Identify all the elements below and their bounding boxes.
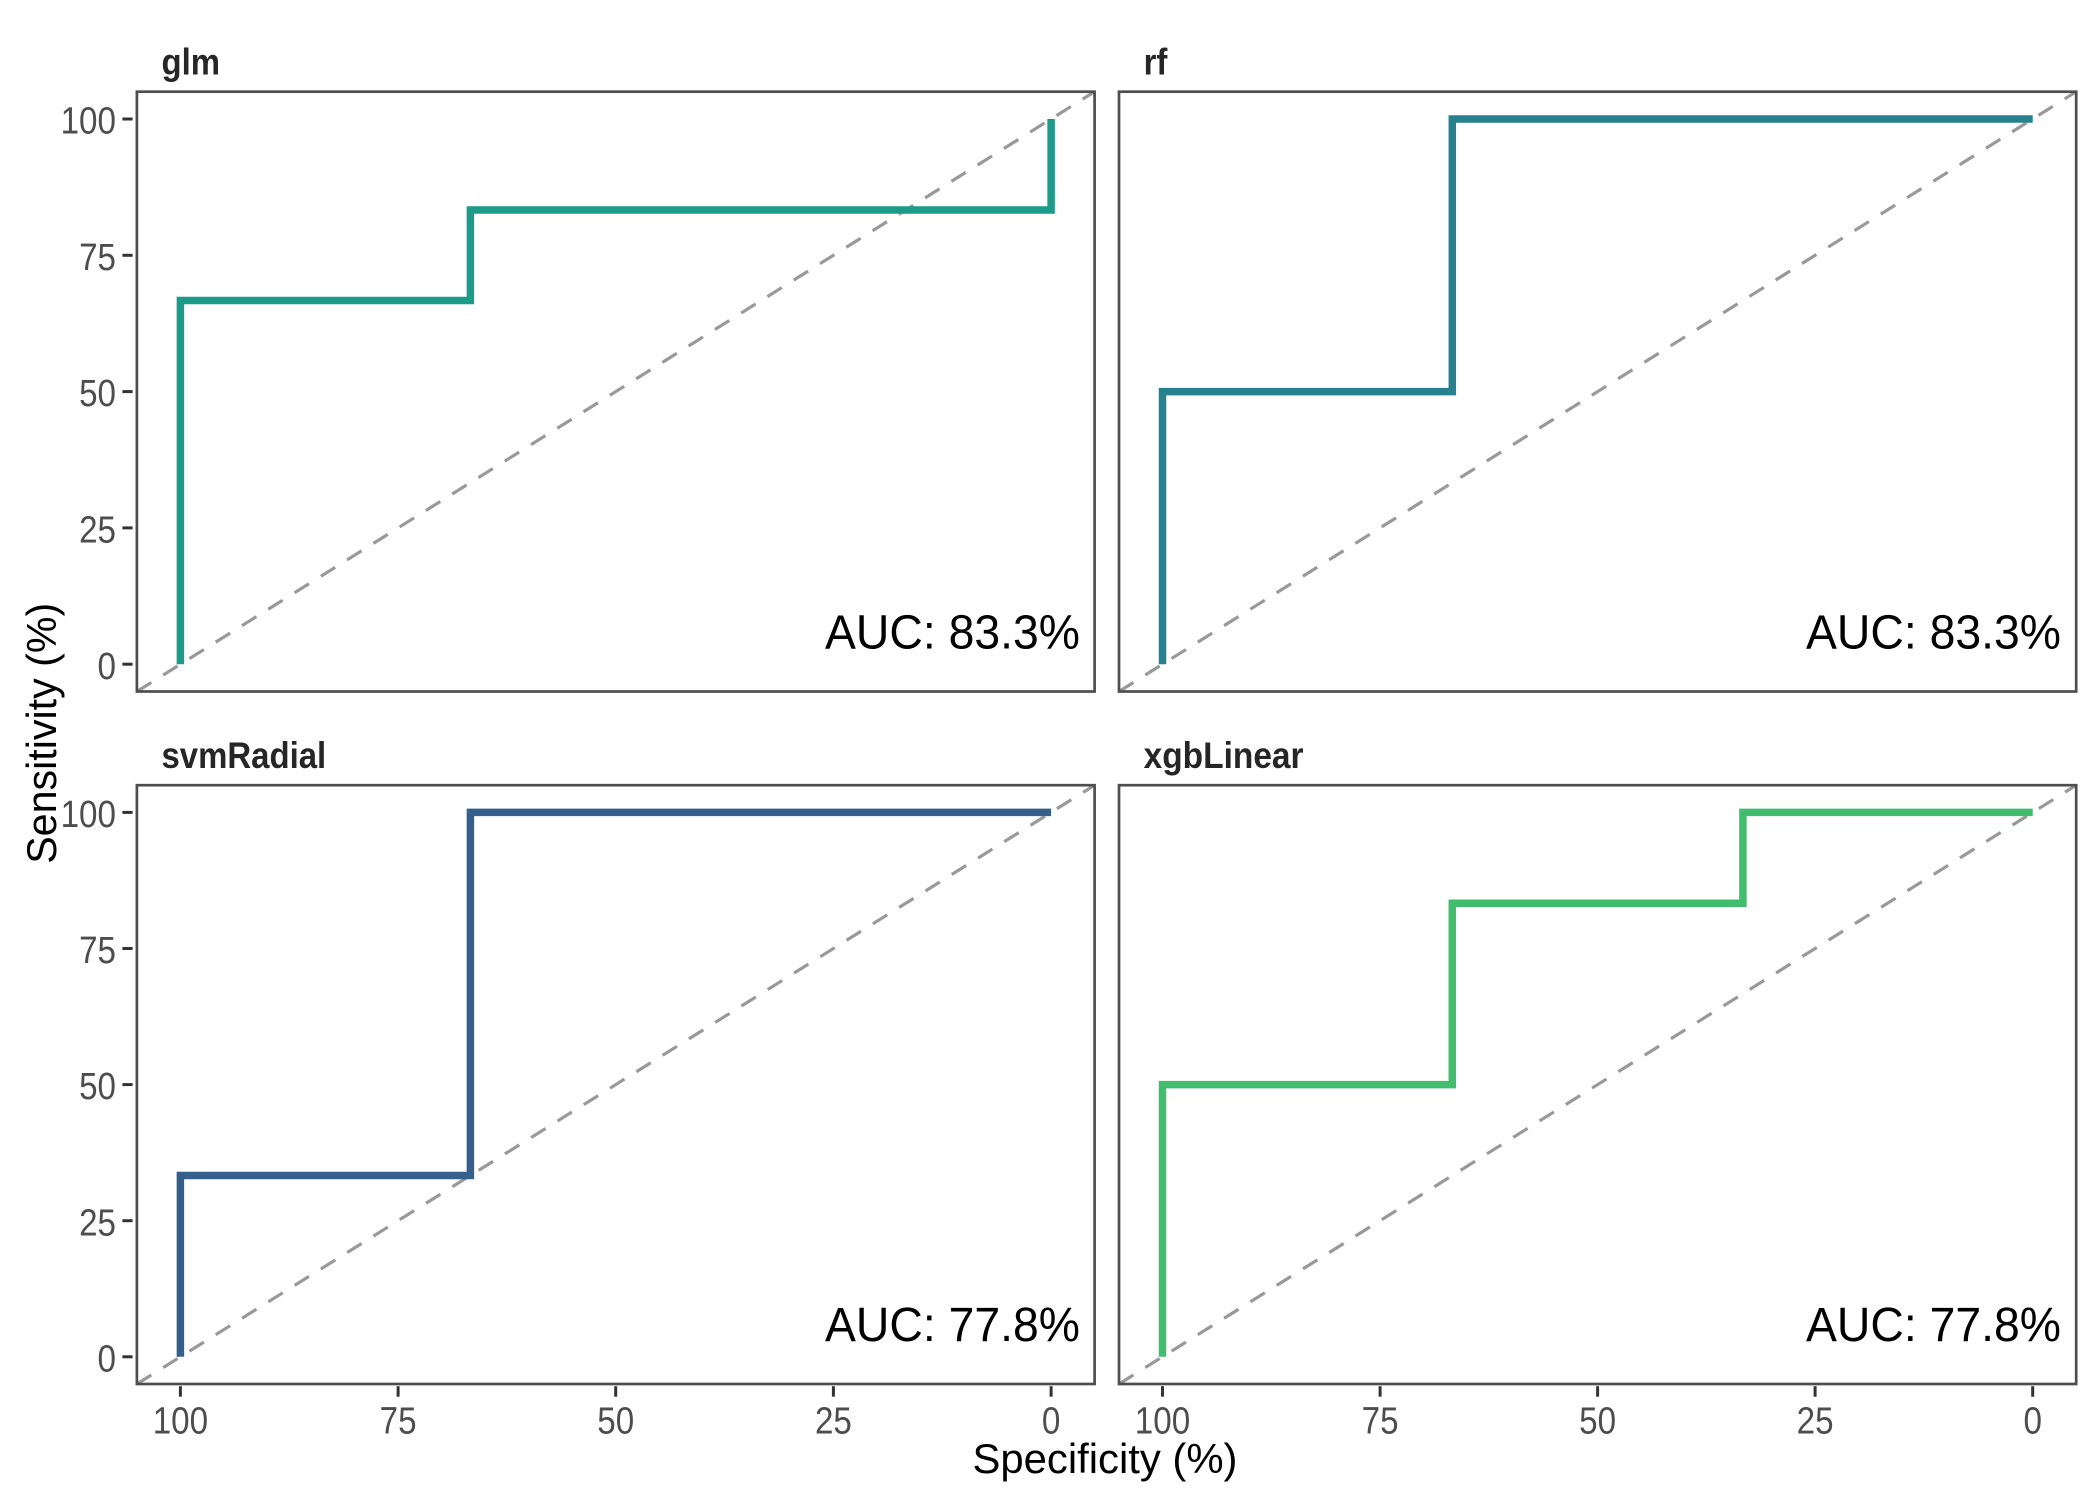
svg-text:100: 100 (61, 794, 116, 836)
svg-text:75: 75 (1362, 1401, 1399, 1443)
svg-text:0: 0 (2023, 1401, 2042, 1443)
svg-text:Sensitivity (%): Sensitivity (%) (18, 603, 65, 864)
svg-text:0: 0 (98, 1338, 117, 1380)
svg-text:rf: rf (1144, 42, 1168, 83)
svg-text:glm: glm (162, 42, 221, 83)
svg-text:AUC: 77.8%: AUC: 77.8% (1806, 1299, 2061, 1352)
svg-text:100: 100 (1135, 1401, 1190, 1443)
svg-text:100: 100 (61, 101, 116, 143)
svg-text:75: 75 (380, 1401, 417, 1443)
svg-text:AUC: 83.3%: AUC: 83.3% (1806, 607, 2061, 660)
svg-text:25: 25 (79, 1202, 116, 1244)
svg-text:Specificity (%): Specificity (%) (973, 1435, 1238, 1482)
svg-text:AUC: 83.3%: AUC: 83.3% (825, 607, 1080, 660)
svg-text:0: 0 (1042, 1401, 1061, 1443)
svg-text:25: 25 (1797, 1401, 1834, 1443)
svg-text:svmRadial: svmRadial (162, 735, 327, 776)
svg-text:AUC: 77.8%: AUC: 77.8% (825, 1299, 1080, 1352)
svg-text:75: 75 (79, 930, 116, 972)
svg-text:50: 50 (597, 1401, 634, 1443)
svg-text:100: 100 (153, 1401, 208, 1443)
svg-text:0: 0 (98, 646, 117, 688)
svg-text:50: 50 (79, 1066, 116, 1108)
svg-text:25: 25 (79, 510, 116, 552)
svg-text:xgbLinear: xgbLinear (1144, 735, 1304, 776)
svg-text:75: 75 (79, 237, 116, 279)
svg-text:50: 50 (1579, 1401, 1616, 1443)
svg-text:50: 50 (79, 373, 116, 415)
svg-text:25: 25 (815, 1401, 852, 1443)
